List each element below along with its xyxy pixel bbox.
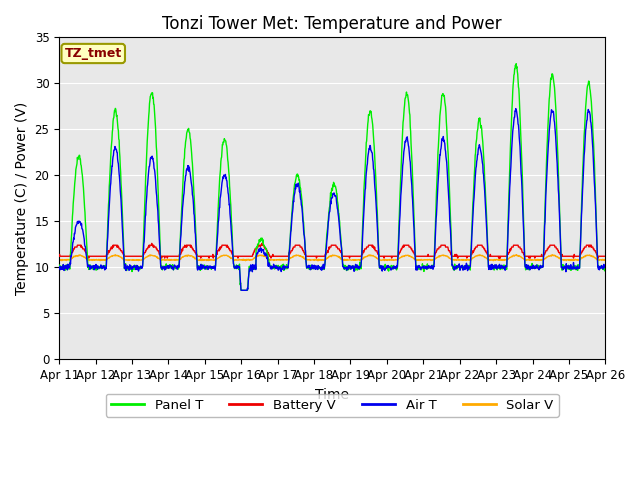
Panel T	[163, 265, 171, 271]
Air T	[512, 106, 520, 111]
Solar V	[314, 258, 322, 264]
Solar V	[513, 252, 520, 258]
Air T	[602, 265, 609, 271]
Panel T	[538, 264, 545, 270]
Air T	[177, 236, 184, 241]
Air T	[538, 264, 545, 270]
Line: Battery V: Battery V	[59, 243, 605, 258]
Panel T	[237, 288, 245, 293]
Panel T	[513, 61, 520, 67]
Line: Solar V: Solar V	[59, 255, 605, 261]
Battery V	[148, 240, 156, 246]
Title: Tonzi Tower Met: Temperature and Power: Tonzi Tower Met: Temperature and Power	[163, 15, 502, 33]
Battery V	[418, 253, 426, 259]
Air T	[417, 265, 425, 271]
Air T	[238, 288, 246, 293]
Battery V	[177, 250, 185, 255]
Solar V	[417, 257, 425, 263]
Air T	[489, 266, 497, 272]
Solar V	[489, 257, 497, 263]
Battery V	[164, 253, 172, 259]
Line: Panel T: Panel T	[59, 64, 605, 290]
Solar V	[538, 257, 545, 263]
Air T	[163, 264, 171, 269]
Air T	[237, 288, 245, 293]
Panel T	[238, 288, 246, 293]
Panel T	[602, 264, 609, 270]
Solar V	[238, 257, 246, 263]
Solar V	[177, 256, 184, 262]
Battery V	[489, 253, 497, 259]
Panel T	[55, 262, 63, 268]
Solar V	[602, 257, 609, 263]
Solar V	[55, 257, 63, 263]
Battery V	[538, 253, 545, 259]
Battery V	[55, 253, 63, 259]
Panel T	[177, 227, 184, 232]
Text: TZ_tmet: TZ_tmet	[65, 47, 122, 60]
Battery V	[602, 253, 609, 259]
Battery V	[239, 253, 246, 259]
Panel T	[417, 266, 425, 272]
Panel T	[489, 265, 497, 271]
Y-axis label: Temperature (C) / Power (V): Temperature (C) / Power (V)	[15, 102, 29, 295]
Line: Air T: Air T	[59, 108, 605, 290]
X-axis label: Time: Time	[316, 387, 349, 402]
Air T	[55, 265, 63, 271]
Solar V	[163, 257, 171, 263]
Battery V	[85, 255, 93, 261]
Legend: Panel T, Battery V, Air T, Solar V: Panel T, Battery V, Air T, Solar V	[106, 394, 559, 417]
